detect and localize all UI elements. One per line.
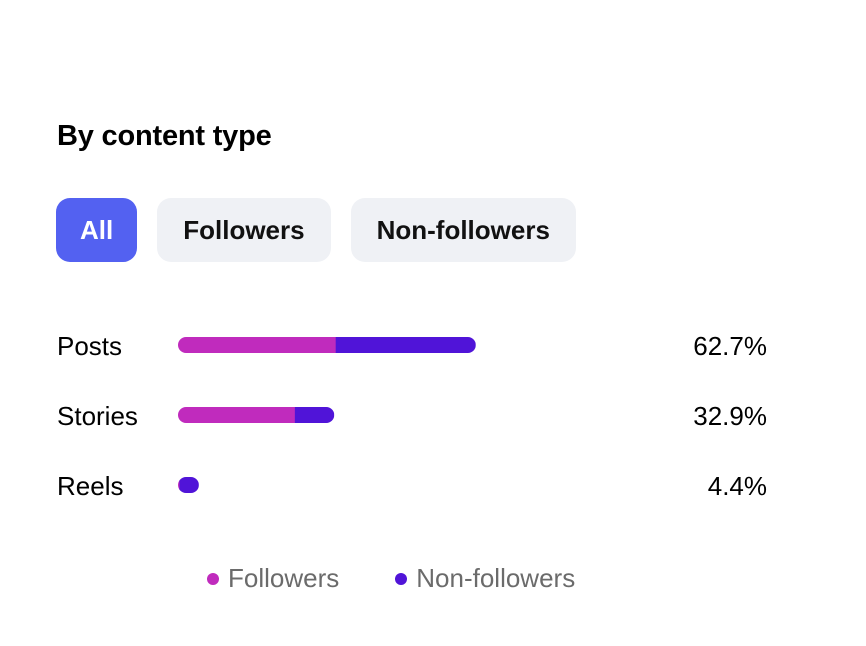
bar-group-posts bbox=[178, 337, 476, 353]
bar-posts-followers[interactable] bbox=[178, 337, 337, 353]
legend-label-non-followers: Non-followers bbox=[416, 563, 576, 593]
section-title: By content type bbox=[57, 120, 272, 152]
legend-swatch-followers bbox=[207, 572, 219, 585]
filter-non-followers-button[interactable]: Non-followers bbox=[350, 198, 576, 262]
bar-posts-non-followers[interactable] bbox=[335, 337, 476, 353]
audience-filter-group: All Followers Non-followers bbox=[56, 198, 576, 262]
total-label-posts: 62.7% bbox=[693, 331, 767, 361]
bar-group-reels bbox=[178, 477, 199, 493]
bar-group-stories bbox=[178, 407, 335, 423]
bar-reels-non-followers[interactable] bbox=[179, 477, 199, 493]
category-label-posts: Posts bbox=[57, 331, 123, 361]
bar-stories-non-followers[interactable] bbox=[294, 407, 335, 423]
legend-item-non-followers: Non-followers bbox=[395, 563, 575, 594]
category-label-stories: Stories bbox=[57, 401, 138, 431]
filter-all-button[interactable]: All bbox=[56, 198, 138, 262]
legend-item-followers: Followers bbox=[207, 563, 339, 594]
filter-followers-button[interactable]: Followers bbox=[157, 198, 331, 262]
bar-reels-followers[interactable] bbox=[178, 477, 180, 493]
category-label-reels: Reels bbox=[57, 471, 124, 501]
bar-stories-followers[interactable] bbox=[178, 407, 296, 423]
legend-swatch-non-followers bbox=[395, 572, 408, 585]
legend-label-followers: Followers bbox=[228, 563, 340, 593]
chart-legend: Followers Non-followers bbox=[207, 563, 631, 594]
total-label-stories: 32.9% bbox=[693, 401, 767, 431]
total-label-reels: 4.4% bbox=[707, 471, 767, 501]
